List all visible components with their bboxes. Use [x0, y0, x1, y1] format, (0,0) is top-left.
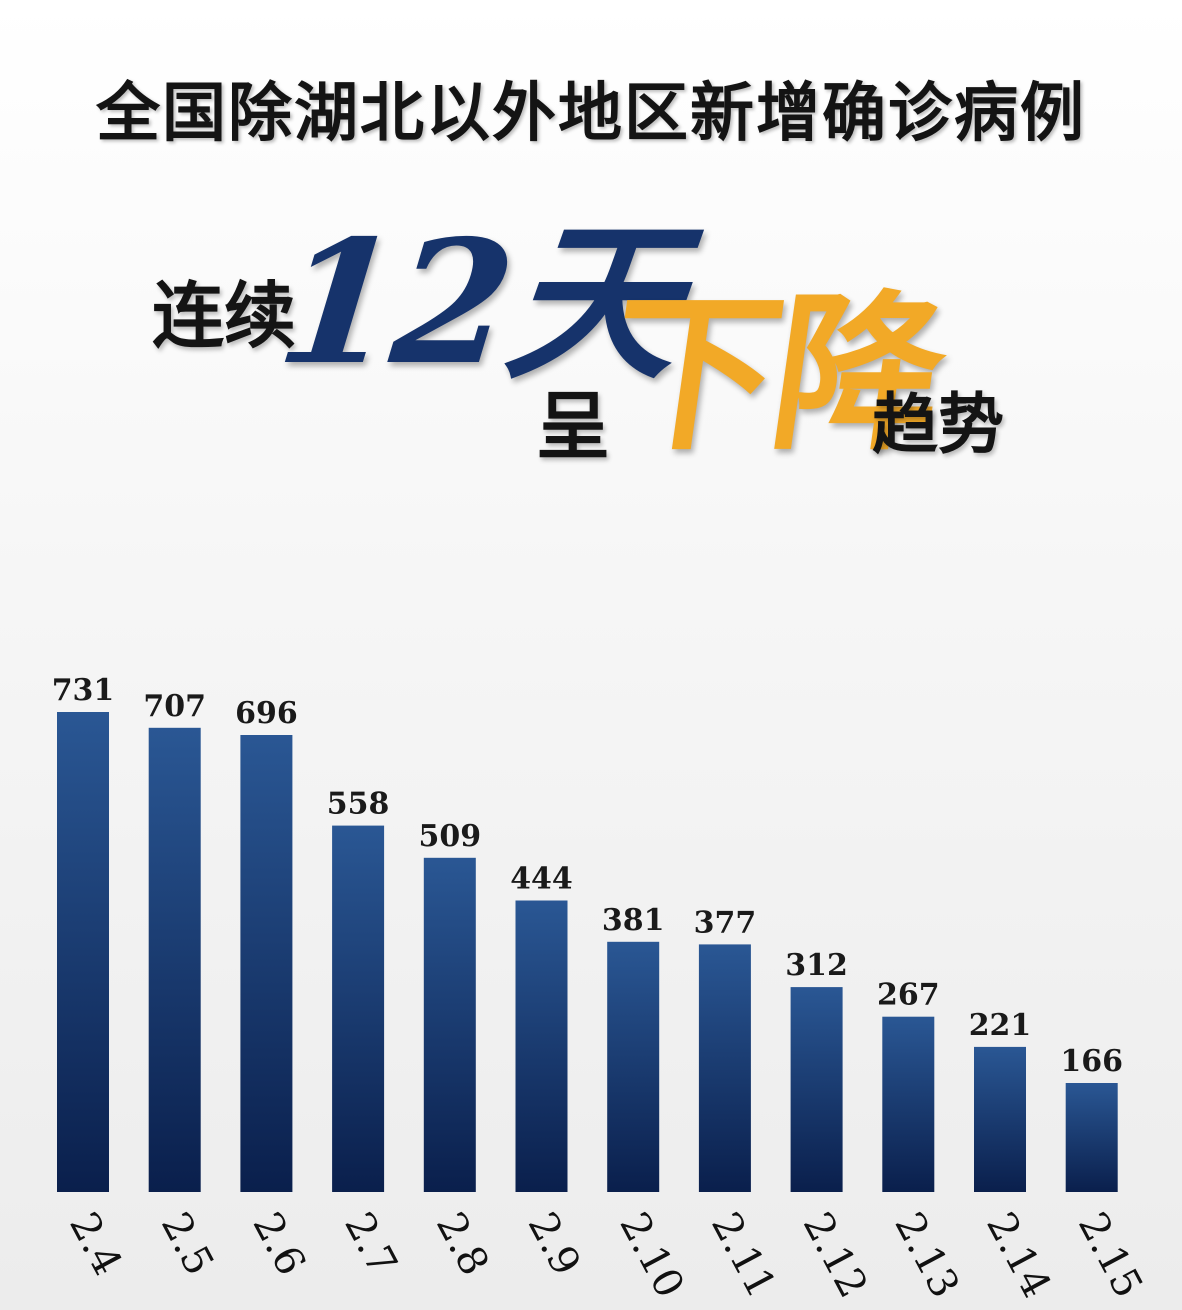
- bar-2.5: [148, 727, 201, 1192]
- x-tick-label: 2.14: [977, 1205, 1059, 1305]
- bar-2.14: [974, 1046, 1026, 1192]
- x-tick-label: 2.4: [60, 1205, 130, 1283]
- x-tick-label: 2.12: [794, 1205, 876, 1305]
- bar-value-label: 558: [327, 787, 390, 822]
- bar-value-label: 444: [510, 862, 573, 897]
- bar-2.12: [790, 987, 843, 1192]
- bar-2.6: [240, 735, 293, 1192]
- headline-trend-text: 趋势: [872, 386, 1004, 463]
- bar-2.15: [1065, 1083, 1118, 1192]
- bar-2.8: [423, 857, 476, 1192]
- bar-2.10: [607, 941, 660, 1192]
- x-tick-label: 2.7: [335, 1205, 405, 1283]
- bar-value-label: 267: [877, 978, 940, 1013]
- headline-show-text: 呈: [536, 384, 610, 470]
- x-tick-label: 2.5: [152, 1205, 222, 1283]
- bar-value-label: 381: [602, 903, 665, 938]
- bar-2.9: [515, 900, 568, 1192]
- bar-2.4: [57, 712, 109, 1192]
- x-tick-label: 2.10: [610, 1205, 692, 1305]
- bar-value-label: 312: [785, 948, 848, 983]
- chart-title: 全国除湖北以外地区新增确诊病例: [96, 77, 1086, 151]
- x-tick-label: 2.9: [519, 1205, 589, 1283]
- bar-value-label: 166: [1060, 1044, 1123, 1079]
- x-tick-label: 2.13: [885, 1205, 967, 1305]
- bar-2.11: [698, 944, 751, 1192]
- x-tick-label: 2.8: [427, 1205, 497, 1283]
- bar-value-label: 377: [694, 905, 757, 940]
- x-tick-label: 2.6: [244, 1205, 314, 1283]
- bars-group: 731 2.4 707 2.5 696 2.6 558 2.7 509 2.8 444 2.9 381 2…: [52, 673, 1152, 1305]
- headline-consecutive-text: 连续: [152, 274, 297, 358]
- bar-value-label: 731: [52, 673, 115, 708]
- bar-2.7: [332, 825, 385, 1192]
- bar-value-label: 221: [969, 1008, 1032, 1043]
- x-tick-label: 2.15: [1069, 1205, 1151, 1305]
- x-tick-label: 2.11: [702, 1205, 784, 1305]
- bar-2.13: [882, 1016, 935, 1192]
- bar-value-label: 509: [418, 819, 481, 854]
- bar-value-label: 707: [143, 689, 206, 724]
- bar-value-label: 696: [235, 696, 298, 731]
